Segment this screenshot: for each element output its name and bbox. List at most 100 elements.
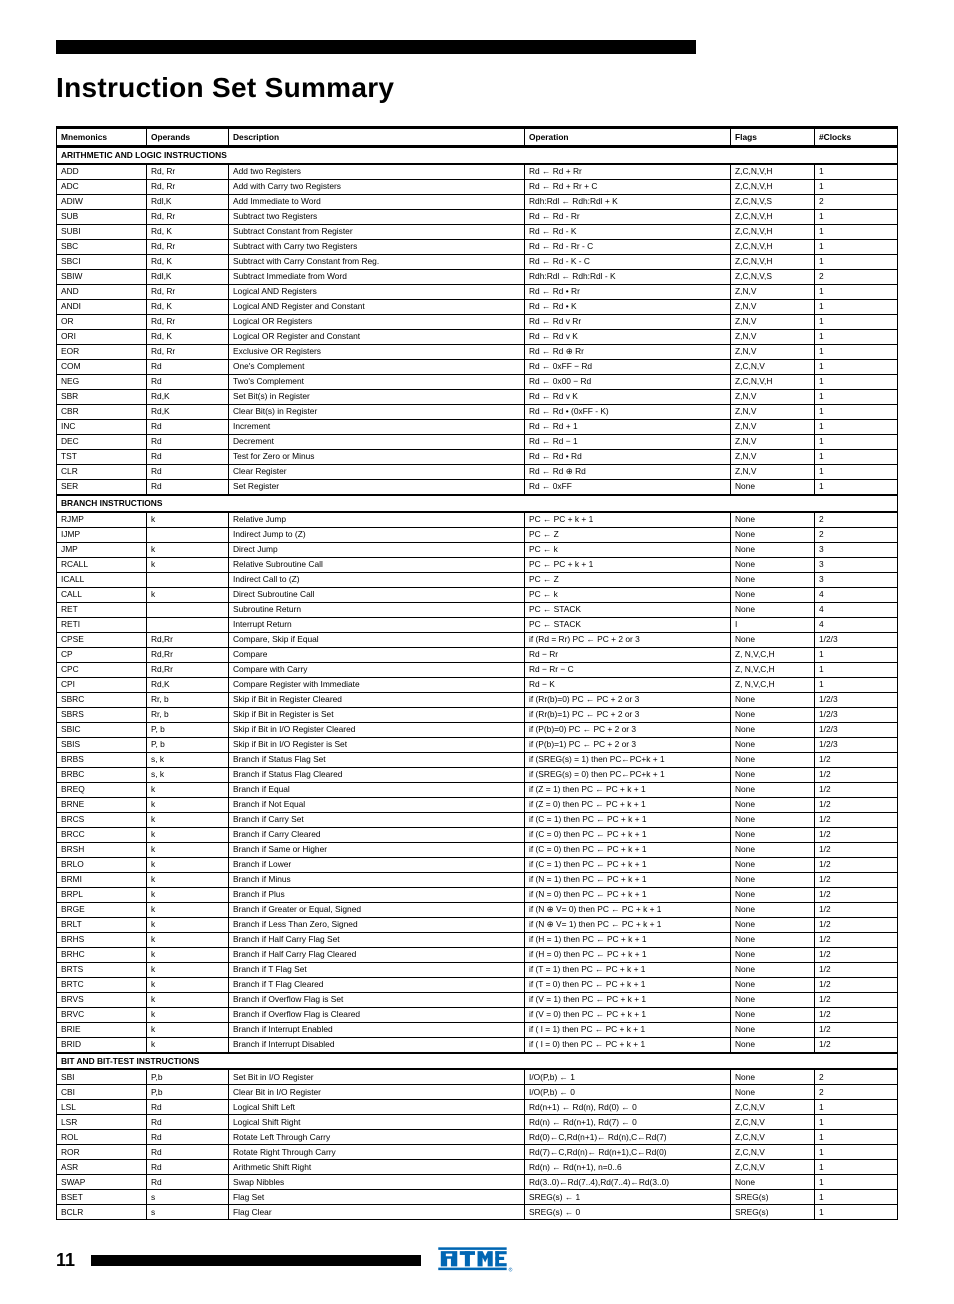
table-cell: Test for Zero or Minus (229, 449, 525, 464)
table-cell: None (731, 812, 815, 827)
table-cell: None (731, 887, 815, 902)
table-cell: Rd, K (147, 329, 229, 344)
table-cell: 2 (815, 512, 898, 527)
col-clocks: #Clocks (815, 128, 898, 147)
table-cell: LSL (57, 1100, 147, 1115)
table-cell: None (731, 752, 815, 767)
table-row: BRCC kBranch if Carry Clearedif (C = 0) … (57, 827, 898, 842)
table-cell: COM (57, 359, 147, 374)
table-cell: Compare, Skip if Equal (229, 632, 525, 647)
table-cell: Z,C,N,V,H (731, 374, 815, 389)
table-cell: None (731, 857, 815, 872)
table-row: SUBIRd, KSubtract Constant from Register… (57, 224, 898, 239)
table-cell: ADD (57, 164, 147, 179)
table-cell: Branch if Carry Set (229, 812, 525, 827)
table-cell: k (147, 797, 229, 812)
table-row: BRLT kBranch if Less Than Zero, Signedif… (57, 917, 898, 932)
table-cell: if (N ⊕ V= 1) then PC ← PC + k + 1 (525, 917, 731, 932)
table-row: BRBSs, kBranch if Status Flag Setif (SRE… (57, 752, 898, 767)
table-cell: Rd(n+1) ← Rd(n), Rd(0) ← 0 (525, 1100, 731, 1115)
table-row: EORRd, RrExclusive OR RegistersRd ← Rd ⊕… (57, 344, 898, 359)
table-cell: Rd,Rr (147, 632, 229, 647)
table-cell: None (731, 1007, 815, 1022)
table-cell: BRHS (57, 932, 147, 947)
table-cell: BRLO (57, 857, 147, 872)
table-cell: Rdl,K (147, 269, 229, 284)
table-cell: 1 (815, 179, 898, 194)
table-cell: Branch if Equal (229, 782, 525, 797)
table-cell: 1 (815, 662, 898, 677)
table-row: BRPL kBranch if Plusif (N = 0) then PC ←… (57, 887, 898, 902)
table-cell: k (147, 977, 229, 992)
table-cell: Branch if Half Carry Flag Set (229, 932, 525, 947)
table-cell: k (147, 887, 229, 902)
table-cell: k (147, 542, 229, 557)
table-row: COMRdOne's ComplementRd ← 0xFF − RdZ,C,N… (57, 359, 898, 374)
table-cell: 1/2 (815, 962, 898, 977)
table-cell: Z,C,N,V (731, 1130, 815, 1145)
table-cell: if (T = 0) then PC ← PC + k + 1 (525, 977, 731, 992)
table-cell: Z,C,N,V,H (731, 209, 815, 224)
table-cell: k (147, 587, 229, 602)
table-cell: SREG(s) (731, 1190, 815, 1205)
table-cell: Z,N,V (731, 314, 815, 329)
table-cell: RCALL (57, 557, 147, 572)
table-row: LSRRdLogical Shift RightRd(n) ← Rd(n+1),… (57, 1115, 898, 1130)
table-cell: Branch if Greater or Equal, Signed (229, 902, 525, 917)
table-cell: Skip if Bit in I/O Register Cleared (229, 722, 525, 737)
table-cell: Rd − Rr − C (525, 662, 731, 677)
table-row: ADCRd, RrAdd with Carry two RegistersRd … (57, 179, 898, 194)
table-cell: None (731, 767, 815, 782)
table-cell: PC ← STACK (525, 602, 731, 617)
table-cell: Set Bit(s) in Register (229, 389, 525, 404)
table-cell: 1/2 (815, 827, 898, 842)
table-cell: PC ← k (525, 587, 731, 602)
table-cell: 1 (815, 1100, 898, 1115)
table-cell: I (731, 617, 815, 632)
table-cell: 1/2 (815, 842, 898, 857)
table-cell: RJMP (57, 512, 147, 527)
table-cell: k (147, 1037, 229, 1052)
table-cell: 1/2 (815, 902, 898, 917)
table-cell: Rd (147, 419, 229, 434)
table-cell: Z,C,N,V (731, 359, 815, 374)
table-cell: Skip if Bit in Register is Set (229, 707, 525, 722)
table-cell: SWAP (57, 1175, 147, 1190)
table-cell: Branch if Half Carry Flag Cleared (229, 947, 525, 962)
table-cell: SBIS (57, 737, 147, 752)
table-cell: BRTC (57, 977, 147, 992)
table-cell: Z,C,N,V (731, 1160, 815, 1175)
table-row: CBRRd,KClear Bit(s) in RegisterRd ← Rd •… (57, 404, 898, 419)
table-cell: Rd ← Rd • K (525, 299, 731, 314)
table-cell: Rd(7)←C,Rd(n)← Rd(n+1),C←Rd(0) (525, 1145, 731, 1160)
table-cell: 2 (815, 194, 898, 209)
table-row: SBISP, bSkip if Bit in I/O Register is S… (57, 737, 898, 752)
table-cell: k (147, 557, 229, 572)
table-cell: Rotate Right Through Carry (229, 1145, 525, 1160)
table-cell: CPI (57, 677, 147, 692)
table-cell: Subtract with Carry two Registers (229, 239, 525, 254)
table-cell: 4 (815, 617, 898, 632)
table-cell: PC ← Z (525, 572, 731, 587)
table-row: RETSubroutine ReturnPC ← STACKNone4 (57, 602, 898, 617)
table-cell: k (147, 902, 229, 917)
table-cell: Subtract with Carry Constant from Reg. (229, 254, 525, 269)
table-cell: Rd ← Rd - Rr - C (525, 239, 731, 254)
table-cell: 1/2 (815, 992, 898, 1007)
table-cell: 1 (815, 284, 898, 299)
table-row: NEGRdTwo's ComplementRd ← 0x00 − RdZ,C,N… (57, 374, 898, 389)
table-cell: if (C = 1) then PC ← PC + k + 1 (525, 812, 731, 827)
table-row: ROLRdRotate Left Through CarryRd(0)←C,Rd… (57, 1130, 898, 1145)
table-cell: ANDI (57, 299, 147, 314)
table-cell: Branch if Plus (229, 887, 525, 902)
table-cell: Arithmetic Shift Right (229, 1160, 525, 1175)
table-cell: None (731, 692, 815, 707)
table-cell: Z,N,V (731, 464, 815, 479)
table-cell: Z, N,V,C,H (731, 662, 815, 677)
table-cell: ADC (57, 179, 147, 194)
table-cell: Rd (147, 434, 229, 449)
table-cell: Rd ← Rd • Rd (525, 449, 731, 464)
table-cell: Rd, Rr (147, 284, 229, 299)
table-cell: Indirect Jump to (Z) (229, 527, 525, 542)
table-cell: None (731, 587, 815, 602)
